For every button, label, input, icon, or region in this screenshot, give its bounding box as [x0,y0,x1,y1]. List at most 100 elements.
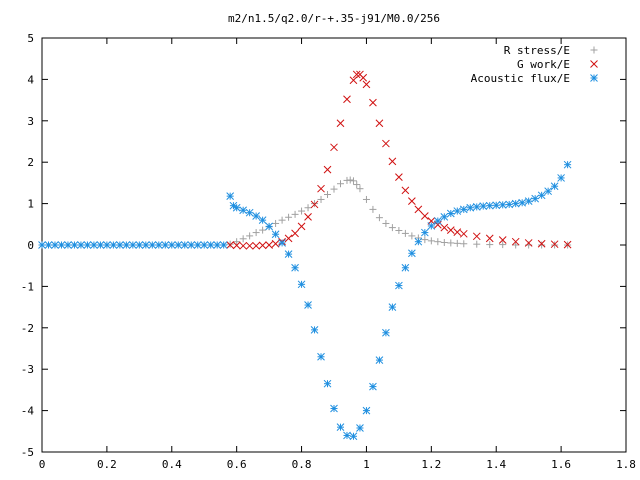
data-point [369,382,377,391]
y-tick-label: 4 [27,73,34,86]
data-point [369,98,377,107]
data-point [375,119,384,128]
data-point [304,204,312,212]
data-point [459,205,468,214]
y-tick-label: -1 [21,280,34,293]
data-point [291,229,299,238]
data-point [375,356,384,364]
data-point [544,187,552,196]
x-tick-label: 1.6 [551,458,571,471]
series-2 [38,160,572,441]
x-tick-label: 0.2 [97,458,117,471]
data-point [388,303,397,311]
data-point [472,232,481,241]
data-point [395,281,403,290]
y-tick-label: 1 [27,198,34,211]
data-point [362,80,371,89]
data-point [524,197,533,205]
data-point [395,173,403,181]
data-point [382,219,390,227]
data-point [440,212,449,221]
data-point [563,160,572,169]
data-point [291,263,299,272]
data-point [284,250,293,258]
legend-label: G work/E [517,58,570,71]
data-point [317,195,325,203]
y-tick-label: -2 [21,322,34,335]
series-0 [226,176,572,249]
data-point [323,165,332,174]
data-point [291,210,299,218]
data-point [226,240,234,248]
data-point [485,201,494,210]
data-point [369,205,377,213]
data-point [453,239,461,247]
data-point [57,241,66,249]
data-point [408,232,416,240]
data-point [213,241,222,249]
legend-label: R stress/E [504,44,570,57]
x-tick-label: 1.2 [421,458,441,471]
data-point [245,208,254,217]
data-point [486,241,494,249]
data-point [96,241,105,249]
data-point [511,237,520,246]
data-point [317,352,325,361]
data-point [427,222,436,230]
data-point [485,234,494,243]
data-point [401,186,410,195]
data-point [401,263,410,272]
data-point [83,241,92,249]
data-point [420,228,429,237]
data-point [479,202,488,210]
data-point [453,228,462,237]
data-point [297,222,306,231]
data-point [232,241,241,250]
data-point [446,226,455,234]
data-point [135,241,144,249]
chart-title: m2/n1.5/q2.0/r-+.35-j91/M0.0/256 [228,12,440,25]
data-point [492,201,501,210]
data-point [353,181,361,189]
data-point [531,194,540,203]
data-point [388,157,397,166]
data-point [375,214,383,222]
data-point [70,241,79,249]
data-point [434,238,442,246]
y-tick-label: -4 [21,405,35,418]
data-point [440,223,449,232]
data-point [278,239,286,247]
data-point [447,239,455,247]
data-point [349,432,358,441]
data-point [498,200,507,209]
x-tick-label: 1.4 [486,458,506,471]
x-tick-label: 0.4 [162,458,182,471]
x-tick-label: 1 [363,458,370,471]
data-point [330,185,338,193]
series-1 [226,70,572,250]
data-point [346,176,354,184]
data-point [141,241,150,249]
legend-marker [590,60,598,68]
data-point [388,224,396,232]
data-point [310,326,319,334]
data-point [343,431,351,440]
data-point [284,234,293,243]
data-point [382,328,390,337]
y-tick-label: -3 [21,363,34,376]
x-tick-label: 1.8 [616,458,636,471]
data-point [336,423,345,432]
data-point [524,239,533,247]
legend-marker [590,74,598,82]
data-point [550,182,559,191]
data-point [473,240,481,248]
data-point [433,217,442,225]
data-point [161,241,170,249]
data-point [233,238,241,246]
data-point [408,197,416,205]
data-point [440,239,448,247]
data-point [499,241,507,249]
data-point [51,241,59,249]
data-point [128,241,137,249]
